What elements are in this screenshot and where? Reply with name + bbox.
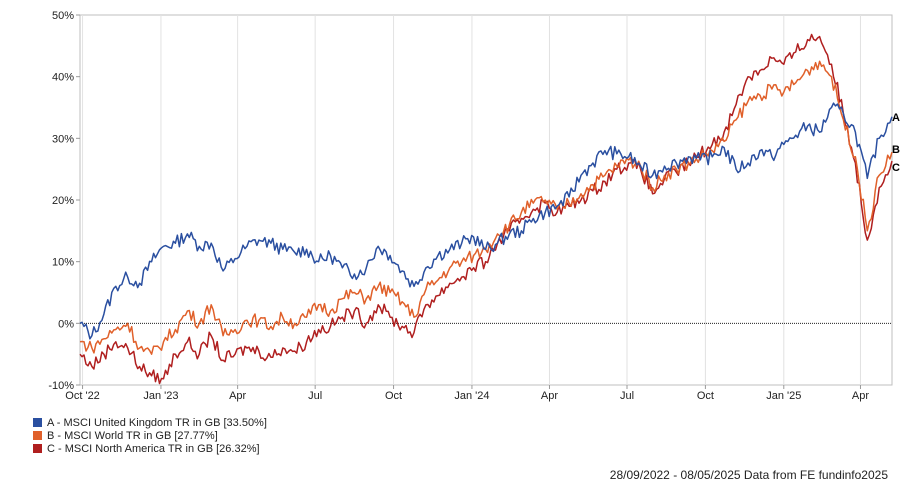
x-tick-label: Apr (229, 390, 246, 402)
legend-item-b[interactable]: B - MSCI World TR in GB [27.77%] (33, 429, 267, 442)
x-tick-label: Jul (620, 390, 634, 402)
y-tick-label: 10% (52, 257, 74, 269)
grid-layer (79, 14, 893, 386)
x-tick-label: Jan '24 (454, 390, 489, 402)
source-footer: 28/09/2022 - 08/05/2025 Data from FE fun… (609, 468, 888, 482)
y-tick-label: 40% (52, 72, 74, 84)
y-tick-label: 0% (58, 318, 74, 330)
series-end-labels: A BC (892, 112, 900, 174)
legend-label-b: B - MSCI World TR in GB [27.77%] (47, 429, 218, 442)
legend-label-a: A - MSCI United Kingdom TR in GB [33.50%… (47, 416, 267, 429)
y-tick-label: 30% (52, 133, 74, 145)
x-tick-label: Jul (308, 390, 322, 402)
legend-item-a[interactable]: A - MSCI United Kingdom TR in GB [33.50%… (33, 416, 267, 429)
x-tick-label: Jan '25 (766, 390, 801, 402)
series-end-label-a: A (892, 112, 900, 124)
x-tick-label: Oct (697, 390, 714, 402)
plot-frame (79, 14, 893, 386)
series-end-label-b: B (892, 144, 900, 156)
x-tick-label: Apr (852, 390, 869, 402)
series-line-b[interactable] (79, 60, 893, 355)
legend-swatch-b (33, 431, 42, 440)
x-tick-label: Oct (385, 390, 402, 402)
legend: A - MSCI United Kingdom TR in GB [33.50%… (33, 416, 267, 455)
x-tick-label: Jan '23 (143, 390, 178, 402)
legend-item-c[interactable]: C - MSCI North America TR in GB [26.32%] (33, 442, 267, 455)
x-tick-label: Apr (541, 390, 558, 402)
legend-swatch-a (33, 418, 42, 427)
y-tick-label: 50% (52, 10, 74, 22)
series-line-c[interactable] (79, 33, 893, 385)
line-chart: Oct '22 Jan '23 Apr Jul Oct Jan '24 Apr Jul Oct J… (48, 10, 900, 402)
legend-swatch-c (33, 444, 42, 453)
series-end-label-c: C (892, 162, 900, 174)
axis-layer: Oct '22 Jan '23 Apr Jul Oct Jan '24 Apr Jul Oct J… (48, 10, 869, 402)
series-line-a[interactable] (79, 102, 893, 340)
y-tick-label: 20% (52, 195, 74, 207)
x-tick-label: Oct '22 (65, 390, 100, 402)
y-tick-label: -10% (48, 380, 74, 392)
legend-label-c: C - MSCI North America TR in GB [26.32%] (47, 442, 260, 455)
series-layer (79, 33, 893, 385)
